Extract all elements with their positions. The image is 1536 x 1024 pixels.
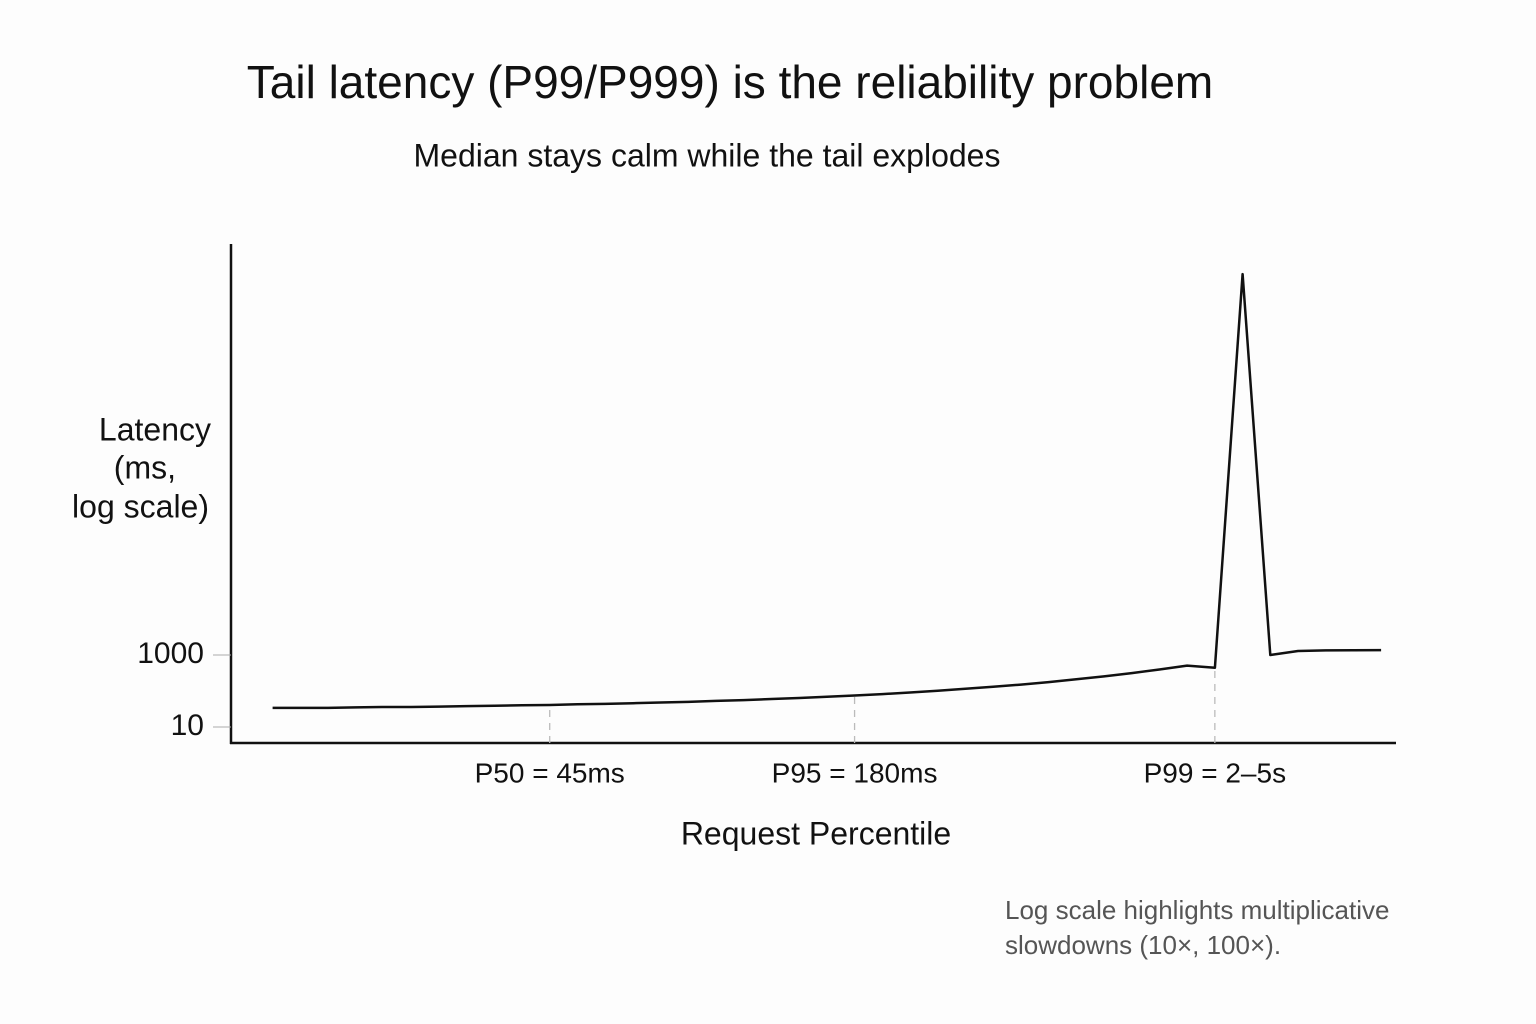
y-tick-label: 1000: [137, 637, 204, 670]
y-tick-label: 10: [171, 709, 204, 742]
latency-line: [272, 272, 1382, 710]
x-tick-label: P95 = 180ms: [772, 757, 938, 788]
x-tick-label: P50 = 45ms: [475, 757, 625, 788]
x-axis-label: Request Percentile: [681, 815, 951, 851]
chart-title: Tail latency (P99/P999) is the reliabili…: [247, 56, 1213, 108]
y-axis-label: (ms,: [114, 449, 176, 485]
annotation: Log scale highlights multiplicative: [1005, 895, 1389, 925]
y-axis-label: Latency: [99, 411, 211, 447]
x-tick-label: P99 = 2–5s: [1144, 757, 1286, 788]
y-axis-label: log scale): [72, 488, 209, 524]
chart-subtitle: Median stays calm while the tail explode…: [414, 137, 1001, 173]
annotation: slowdowns (10×, 100×).: [1005, 930, 1281, 960]
